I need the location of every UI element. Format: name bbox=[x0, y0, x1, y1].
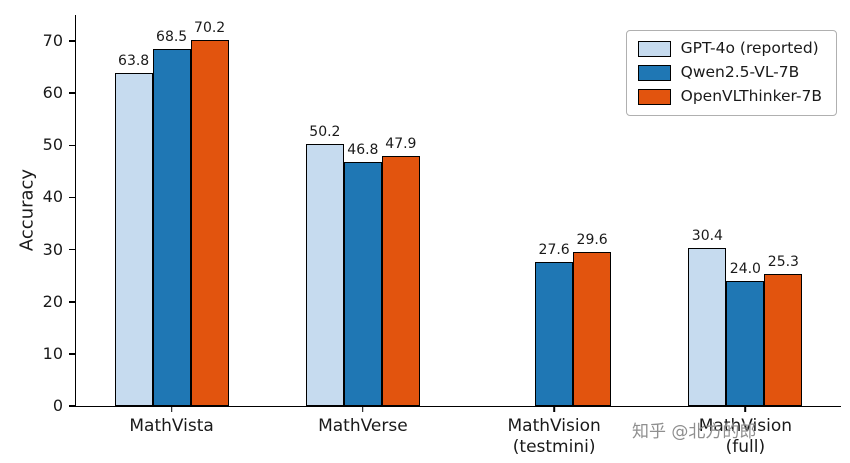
y-tick-label: 40 bbox=[42, 187, 63, 207]
y-tick-mark bbox=[69, 300, 76, 303]
bar-value-label: 46.8 bbox=[347, 142, 379, 159]
legend-entry: Qwen2.5-VL-7B bbox=[637, 63, 822, 82]
legend-series-label: OpenVLThinker-7B bbox=[680, 87, 822, 106]
y-tick-mark bbox=[69, 248, 76, 251]
bar-openvlthinker-7b: 47.9 bbox=[381, 136, 420, 406]
bar-group: 50.2 46.8 47.9 MathVerse bbox=[267, 15, 458, 436]
watermark: 知乎 @北方的郎 bbox=[632, 422, 757, 442]
y-tick-label: 60 bbox=[42, 83, 63, 103]
bar-group: 63.8 68.5 70.2 MathVista bbox=[76, 15, 267, 436]
bar-group: 30.4 24.0 25.3 MathVision (full) bbox=[650, 15, 841, 457]
bar-value-label: 29.6 bbox=[576, 231, 608, 248]
x-tick-mark bbox=[744, 406, 747, 412]
y-tick-mark bbox=[69, 144, 76, 147]
bar-gpt-4o-reported-: 50.2 bbox=[305, 124, 344, 406]
x-tick-mark bbox=[170, 406, 173, 412]
legend-series-label: Qwen2.5-VL-7B bbox=[680, 63, 800, 82]
bar-groups: 63.8 68.5 70.2 MathVista 50.2 46.8 47.9 MathVer… bbox=[76, 15, 841, 457]
bar-value-label: 30.4 bbox=[691, 227, 723, 244]
bar-openvlthinker-7b: 70.2 bbox=[190, 20, 229, 406]
bar-value-label: 24.0 bbox=[729, 260, 761, 277]
plot-area: 0 10 20 30 40 50 60 70 63.8 68.5 70.2 MathVista 50.… bbox=[43, 15, 841, 457]
x-tick-mark bbox=[362, 406, 364, 412]
y-tick-label: 50 bbox=[42, 135, 63, 155]
y-tick-label: 70 bbox=[42, 31, 63, 51]
y-tick-label: 10 bbox=[42, 343, 63, 363]
bar-openvlthinker-7b: 25.3 bbox=[764, 254, 803, 406]
x-category-label: MathVista bbox=[129, 416, 214, 436]
x-tick-mark bbox=[553, 406, 555, 412]
bar-value-label: 50.2 bbox=[309, 124, 341, 141]
bar-qwen2-5-vl-7b: 68.5 bbox=[152, 29, 191, 406]
bar-value-label: 25.3 bbox=[767, 254, 799, 271]
legend-swatch bbox=[637, 89, 671, 105]
legend-entry: GPT-4o (reported) bbox=[637, 39, 822, 58]
legend-swatch bbox=[637, 41, 671, 57]
y-tick-mark bbox=[69, 92, 76, 94]
bar-value-label: 70.2 bbox=[194, 20, 226, 37]
bar-value-label: 27.6 bbox=[538, 242, 570, 259]
bar-value-label: 63.8 bbox=[118, 53, 150, 70]
bar-openvlthinker-7b: 29.6 bbox=[573, 232, 612, 406]
x-category-label: MathVerse bbox=[318, 416, 408, 436]
x-category-label: MathVision (full) bbox=[698, 416, 792, 458]
bar-value-label: 68.5 bbox=[156, 28, 188, 45]
y-axis-title: Accuracy bbox=[16, 168, 38, 252]
legend-entry: OpenVLThinker-7B bbox=[637, 87, 822, 106]
y-tick-mark bbox=[69, 40, 76, 42]
y-tick-label: 20 bbox=[42, 291, 63, 311]
x-category-label: MathVision (testmini) bbox=[507, 416, 601, 458]
y-tick-label: 30 bbox=[42, 239, 63, 259]
y-tick-mark bbox=[69, 196, 76, 199]
bar-gpt-4o-reported-: 30.4 bbox=[688, 228, 727, 406]
bar-gpt-4o-reported-: 63.8 bbox=[114, 53, 153, 406]
legend-swatch bbox=[637, 65, 671, 81]
y-tick-mark bbox=[69, 405, 76, 407]
bar-qwen2-5-vl-7b: 24.0 bbox=[726, 261, 765, 406]
bar-qwen2-5-vl-7b: 27.6 bbox=[535, 242, 574, 406]
bar-value-label: 47.9 bbox=[385, 136, 417, 153]
legend-series-label: GPT-4o (reported) bbox=[680, 39, 819, 58]
legend: GPT-4o (reported) Qwen2.5-VL-7B OpenVLThin… bbox=[625, 30, 837, 116]
y-tick-label: 0 bbox=[52, 396, 63, 415]
y-tick-mark bbox=[69, 353, 76, 355]
bar-group: 27.6 29.6 MathVision (testmini) bbox=[459, 15, 650, 457]
bar-qwen2-5-vl-7b: 46.8 bbox=[343, 142, 382, 406]
y-axis-ticks: 0 10 20 30 40 50 60 70 bbox=[43, 15, 841, 414]
